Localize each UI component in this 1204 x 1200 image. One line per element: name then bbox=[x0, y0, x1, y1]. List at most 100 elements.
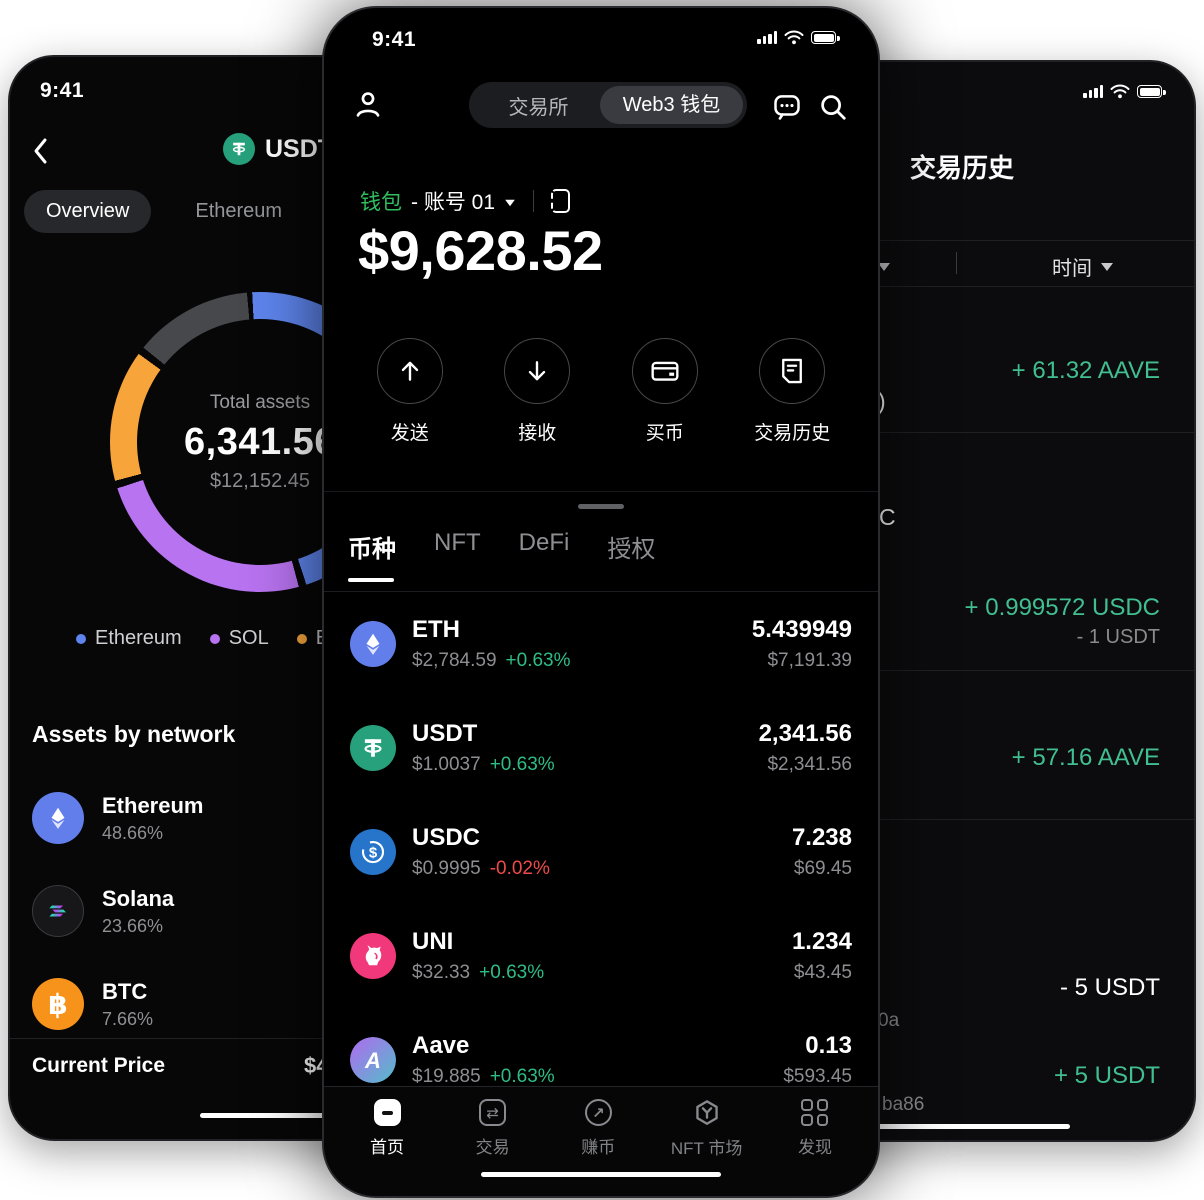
tab-approvals[interactable]: 授权 bbox=[607, 536, 656, 563]
network-row-ethereum[interactable]: Ethereum 48.66% bbox=[32, 789, 512, 847]
filter-left-caret-partial[interactable] bbox=[878, 258, 890, 276]
coin-amount: 5.439949 bbox=[751, 616, 852, 643]
search-button[interactable] bbox=[818, 92, 848, 122]
total-assets-label: Total assets bbox=[209, 391, 311, 413]
tab-overview[interactable]: Overview bbox=[24, 190, 152, 233]
tether-icon bbox=[222, 133, 255, 165]
nav-trade[interactable]: ⇄ 交易 bbox=[460, 1099, 526, 1196]
network-percent: 23.66% bbox=[102, 915, 164, 936]
assets-by-network-heading: Assets by network bbox=[32, 721, 236, 747]
coin-change: +0.63% bbox=[505, 650, 571, 671]
coin-symbol: USDC bbox=[412, 824, 481, 851]
tab-defi[interactable]: DeFi bbox=[518, 529, 570, 556]
chat-icon bbox=[774, 95, 800, 120]
coin-row-usdc[interactable]: $ USDC $0.9995 -0.02% 7.238 $69.45 bbox=[324, 800, 878, 904]
wifi-icon bbox=[1110, 84, 1130, 99]
receive-button[interactable]: 接收 bbox=[477, 338, 597, 445]
chevron-down-icon bbox=[1101, 262, 1113, 271]
receipt-icon bbox=[759, 338, 826, 404]
coin-symbol: UNI bbox=[412, 928, 454, 955]
action-buttons: 发送 接收 买币 交易历史 bbox=[324, 338, 878, 445]
coin-amount: 7.238 bbox=[791, 824, 852, 851]
tab-nft[interactable]: NFT bbox=[434, 529, 481, 556]
trade-icon: ⇄ bbox=[479, 1099, 507, 1126]
legend-ethereum: Ethereum bbox=[76, 627, 182, 650]
nav-label: NFT 市场 bbox=[670, 1139, 743, 1158]
txn-address-fragment: ba86 bbox=[882, 1094, 925, 1115]
action-label: 买币 bbox=[645, 423, 684, 444]
sheet-divider bbox=[324, 491, 878, 492]
tab-web3-wallet[interactable]: Web3 钱包 bbox=[600, 86, 743, 124]
txn-secondary: - 1 USDT bbox=[1076, 626, 1160, 648]
device-scan-icon[interactable] bbox=[551, 189, 571, 213]
nav-label: 首页 bbox=[370, 1138, 404, 1157]
txn-divider bbox=[702, 819, 1194, 820]
coin-symbol: USDT bbox=[412, 720, 478, 747]
txn-address-fragment: 0a bbox=[878, 1010, 900, 1031]
coin-price: $0.9995 bbox=[412, 858, 481, 879]
transaction-history-title: 交易历史 bbox=[910, 153, 1015, 183]
chevron-down-icon bbox=[505, 199, 515, 206]
tab-exchange[interactable]: 交易所 bbox=[508, 96, 569, 119]
nav-earn[interactable]: ↗ 赚币 bbox=[565, 1099, 631, 1196]
status-time: 9:41 bbox=[372, 28, 417, 51]
uni-icon bbox=[350, 933, 396, 979]
coin-price: $1.0037 bbox=[412, 754, 481, 775]
txn-amount[interactable]: + 61.32 AAVE bbox=[1011, 357, 1160, 384]
coin-amount: 2,341.56 bbox=[758, 720, 852, 747]
coin-row-eth[interactable]: ETH $2,784.59 +0.63% 5.439949 $7,191.39 bbox=[324, 592, 878, 696]
network-percent: 7.66% bbox=[102, 1008, 154, 1029]
network-name: Solana bbox=[102, 885, 175, 911]
usdc-icon: $ bbox=[350, 829, 396, 875]
coin-row-aave[interactable]: A Aave $19.885 +0.63% 0.13 $593.45 bbox=[324, 1008, 878, 1086]
network-row-solana[interactable]: Solana 23.66% bbox=[32, 882, 512, 940]
home-indicator[interactable] bbox=[200, 1113, 360, 1118]
wallet-label: 钱包 bbox=[360, 191, 402, 214]
eth-icon bbox=[350, 621, 396, 667]
back-button[interactable] bbox=[32, 137, 48, 165]
back-chevron-icon bbox=[34, 138, 47, 164]
txn-title-fragment: C bbox=[879, 504, 896, 530]
solana-icon bbox=[32, 885, 84, 937]
profile-button[interactable] bbox=[352, 88, 384, 120]
action-label: 交易历史 bbox=[754, 423, 831, 444]
network-row-btc[interactable]: ฿ BTC 7.66% bbox=[32, 975, 512, 1033]
tab-coins[interactable]: 币种 bbox=[348, 536, 396, 563]
txn-amount[interactable]: + 5 USDT bbox=[1053, 1062, 1160, 1089]
time-filter[interactable]: 时间 bbox=[1052, 252, 1113, 281]
account-selector[interactable]: 钱包 - 账号 01 bbox=[360, 186, 571, 216]
coin-row-uni[interactable]: UNI $32.33 +0.63% 1.234 $43.45 bbox=[324, 904, 878, 1008]
txn-amount[interactable]: - 5 USDT bbox=[1059, 974, 1160, 1001]
wifi-icon bbox=[784, 30, 804, 45]
svg-text:$: $ bbox=[369, 844, 378, 861]
coin-symbol: Aave bbox=[412, 1032, 470, 1059]
home-indicator[interactable] bbox=[830, 1124, 1070, 1129]
home-indicator[interactable] bbox=[481, 1172, 721, 1177]
legend-label: Ethereum bbox=[95, 627, 182, 649]
buy-crypto-button[interactable]: 买币 bbox=[605, 338, 725, 445]
status-icons bbox=[1083, 84, 1166, 99]
filter-divider-top bbox=[702, 240, 1194, 241]
drag-handle[interactable] bbox=[578, 504, 624, 509]
txn-amount[interactable]: + 57.16 AAVE bbox=[1011, 744, 1160, 771]
history-button[interactable]: 交易历史 bbox=[732, 338, 852, 445]
coin-row-usdt[interactable]: USDT $1.0037 +0.63% 2,341.56 $2,341.56 bbox=[324, 696, 878, 800]
nav-nft-market[interactable]: NFT 市场 bbox=[671, 1099, 742, 1196]
support-chat-button[interactable] bbox=[772, 92, 802, 122]
send-button[interactable]: 发送 bbox=[350, 338, 470, 445]
home-icon bbox=[373, 1099, 401, 1126]
footer-divider bbox=[10, 1038, 546, 1039]
segmented-control: 交易所 Web3 钱包 bbox=[469, 82, 747, 128]
legend-dot-sol bbox=[209, 633, 220, 644]
nav-home[interactable]: 首页 bbox=[354, 1099, 420, 1196]
nav-label: 交易 bbox=[475, 1138, 510, 1157]
status-icons bbox=[757, 30, 840, 45]
asset-tabs: Overview Ethereum O bbox=[24, 190, 342, 233]
txn-amount[interactable]: + 0.999572 USDC bbox=[964, 594, 1160, 621]
aave-icon: A bbox=[350, 1037, 396, 1083]
tab-ethereum[interactable]: Ethereum bbox=[195, 200, 283, 222]
txn-title-fragment: ) bbox=[878, 388, 886, 414]
filter-vertical-divider bbox=[956, 252, 957, 274]
nav-discover[interactable]: 发现 bbox=[782, 1099, 848, 1196]
total-assets-fiat: $12,152.45 bbox=[209, 469, 311, 492]
